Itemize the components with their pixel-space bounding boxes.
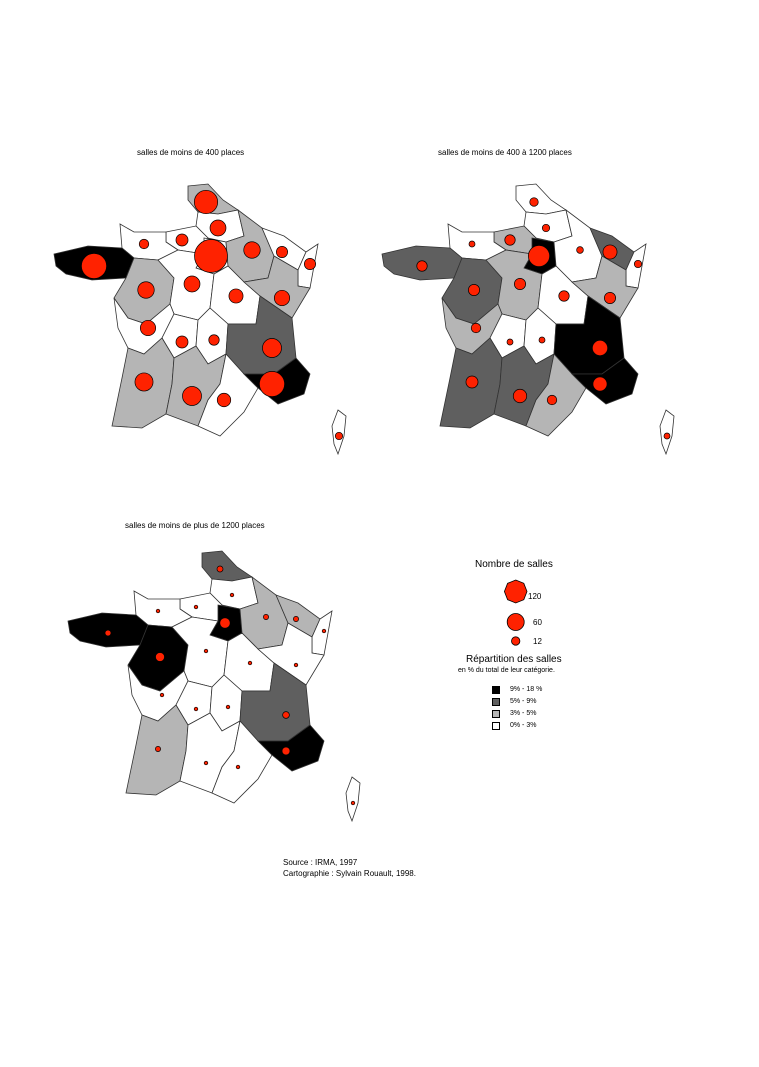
symbol-pdl bbox=[137, 281, 155, 299]
region-nord bbox=[515, 183, 568, 215]
symbol-poitou bbox=[159, 692, 165, 698]
symbol-poitou bbox=[139, 319, 157, 337]
symbol-midi bbox=[512, 388, 528, 404]
symbol-picardie bbox=[209, 219, 227, 237]
legend-label-12: 12 bbox=[533, 637, 542, 646]
source-line: Source : IRMA, 1997 bbox=[283, 858, 358, 867]
symbol-corse bbox=[350, 800, 356, 806]
symbol-limousin bbox=[175, 335, 189, 349]
symbol-corse bbox=[663, 432, 671, 440]
symbol-midi bbox=[182, 386, 202, 406]
symbol-nord bbox=[216, 565, 224, 573]
symbol-bnormandie bbox=[468, 240, 476, 248]
symbol-champagne bbox=[263, 614, 269, 620]
map-3-title: salles de moins de plus de 1200 places bbox=[125, 521, 265, 530]
symbol-auvergne bbox=[225, 704, 231, 710]
symbol-lorraine bbox=[293, 616, 299, 622]
symbol-rhone bbox=[282, 711, 290, 719]
symbol-bourgogne bbox=[228, 288, 244, 304]
symbol-alsace bbox=[633, 259, 643, 269]
symbol-centre bbox=[203, 648, 209, 654]
symbol-franche bbox=[293, 662, 299, 668]
symbol-bnormandie bbox=[155, 608, 161, 614]
symbol-limousin bbox=[506, 338, 514, 346]
symbol-languedoc bbox=[216, 392, 232, 408]
map-2-title: salles de moins de 400 à 1200 places bbox=[438, 148, 572, 157]
legend: Nombre de salles 120 60 12 Répartition d… bbox=[455, 556, 625, 736]
legend-symbol-120 bbox=[503, 579, 528, 604]
symbol-alsace bbox=[321, 628, 327, 634]
map-1-title: salles de moins de 400 places bbox=[137, 148, 245, 157]
symbol-lorraine bbox=[276, 246, 288, 258]
symbol-lorraine bbox=[602, 244, 618, 260]
legend-class-label-2: 5% - 9% bbox=[510, 698, 537, 705]
symbol-alsace bbox=[304, 258, 316, 270]
symbol-aquitaine bbox=[134, 372, 154, 392]
symbol-hnormandie bbox=[504, 234, 516, 246]
symbol-rhone bbox=[591, 339, 609, 357]
region-corse bbox=[345, 776, 361, 823]
symbol-limousin bbox=[193, 706, 199, 712]
cartography-line: Cartographie : Sylvain Rouault, 1998. bbox=[283, 869, 416, 878]
symbol-bretagne bbox=[416, 260, 428, 272]
symbol-poitou bbox=[470, 322, 482, 334]
legend-class-title: Répartition des salles bbox=[466, 654, 562, 665]
map-2 bbox=[381, 183, 675, 456]
legend-swatch-2 bbox=[492, 698, 500, 706]
symbol-languedoc bbox=[235, 764, 241, 770]
legend-swatch-3 bbox=[492, 710, 500, 718]
symbol-auvergne bbox=[208, 334, 220, 346]
symbol-rhone bbox=[262, 338, 282, 358]
symbol-aquitaine bbox=[155, 746, 161, 752]
legend-size-title: Nombre de salles bbox=[475, 559, 553, 570]
legend-size-symbols bbox=[503, 579, 528, 646]
legend-symbol-60 bbox=[506, 613, 525, 631]
symbol-idf bbox=[194, 239, 228, 273]
symbol-idf bbox=[528, 244, 551, 267]
symbol-bretagne bbox=[104, 629, 112, 637]
symbol-hnormandie bbox=[175, 233, 189, 247]
symbol-champagne bbox=[576, 246, 584, 254]
symbol-pdl bbox=[468, 284, 480, 296]
symbol-corse bbox=[334, 431, 344, 441]
region-corse bbox=[659, 409, 675, 456]
symbol-paca bbox=[281, 746, 291, 756]
region-nord bbox=[201, 550, 254, 582]
symbol-aquitaine bbox=[465, 375, 479, 389]
map-1 bbox=[53, 183, 347, 456]
symbol-bourgogne bbox=[247, 660, 253, 666]
symbol-paca bbox=[592, 376, 608, 392]
legend-symbol-12 bbox=[511, 636, 521, 646]
symbol-franche bbox=[273, 289, 291, 307]
symbol-champagne bbox=[243, 241, 261, 259]
symbol-franche bbox=[604, 292, 616, 304]
symbol-centre bbox=[183, 275, 201, 293]
symbol-paca bbox=[259, 371, 285, 397]
symbol-midi bbox=[203, 760, 209, 766]
legend-class-label-1: 9% - 18 % bbox=[510, 686, 543, 693]
symbol-hnormandie bbox=[193, 604, 199, 610]
legend-label-120: 120 bbox=[528, 592, 542, 601]
legend-swatch-4 bbox=[492, 722, 500, 730]
symbol-bretagne bbox=[81, 253, 107, 279]
legend-class-label-3: 3% - 5% bbox=[510, 710, 537, 717]
symbol-nord bbox=[529, 197, 539, 207]
symbol-idf bbox=[219, 617, 231, 629]
symbol-pdl bbox=[155, 652, 165, 662]
symbol-picardie bbox=[541, 223, 551, 233]
symbol-bourgogne bbox=[558, 290, 570, 302]
legend-class-label-4: 0% - 3% bbox=[510, 722, 537, 729]
symbol-auvergne bbox=[538, 336, 546, 344]
legend-class-subtitle: en % du total de leur catégorie. bbox=[458, 667, 555, 674]
symbol-picardie bbox=[229, 592, 235, 598]
source-note: Source : IRMA, 1997 Cartographie : Sylva… bbox=[283, 857, 416, 879]
symbol-centre bbox=[514, 278, 526, 290]
symbol-bnormandie bbox=[138, 238, 150, 250]
symbol-nord bbox=[193, 189, 219, 215]
region-paca bbox=[257, 724, 325, 772]
legend-swatch-1 bbox=[492, 686, 500, 694]
map-3 bbox=[67, 550, 361, 823]
legend-label-60: 60 bbox=[533, 618, 542, 627]
symbol-languedoc bbox=[546, 394, 558, 406]
